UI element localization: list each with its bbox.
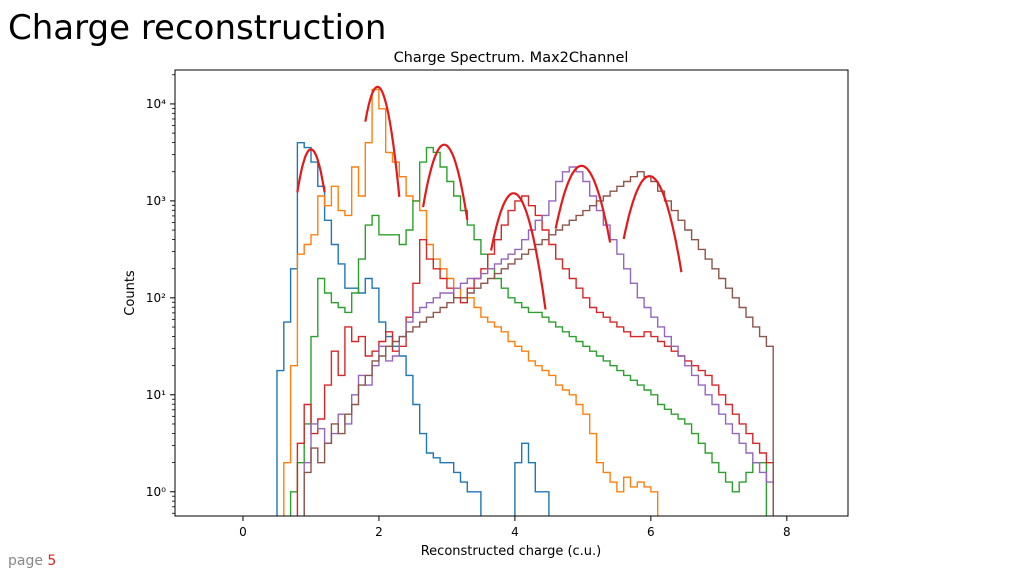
fit-curve-1 xyxy=(296,148,326,193)
fit-curve-3 xyxy=(422,143,469,220)
x-tick-label: 0 xyxy=(239,525,247,539)
histogram-series-4 xyxy=(296,195,774,516)
plot-area xyxy=(276,85,774,516)
x-tick-label: 8 xyxy=(783,525,791,539)
plot-frame xyxy=(174,69,849,517)
x-axis-label: Reconstructed charge (c.u.) xyxy=(421,544,602,559)
page-label: page xyxy=(8,553,43,569)
fit-curve-5 xyxy=(554,164,612,243)
y-tick-label: 10¹ xyxy=(146,388,166,402)
x-tick-label: 2 xyxy=(375,525,383,539)
x-tick-label: 4 xyxy=(511,525,519,539)
y-tick-label: 10⁴ xyxy=(146,97,166,111)
y-tick-label: 10² xyxy=(146,291,166,305)
y-tick-label: 10³ xyxy=(146,194,166,208)
y-axis-label: Counts xyxy=(123,270,138,316)
x-tick-label: 6 xyxy=(647,525,655,539)
chart-title: Charge Spectrum. Max2Channel xyxy=(394,50,629,66)
page-indicator: page 5 xyxy=(8,553,56,569)
page-number: 5 xyxy=(47,553,57,569)
fit-curve-6 xyxy=(622,174,683,273)
histogram-series-3 xyxy=(289,146,768,516)
x-axis: 0 2 4 6 8 xyxy=(239,516,791,539)
y-axis: 10⁰ 10¹ 10² 10³ 10⁴ xyxy=(146,74,175,514)
slide-title: Charge reconstruction xyxy=(8,8,387,48)
histogram-series-2 xyxy=(283,88,659,516)
y-tick-label: 10⁰ xyxy=(146,485,166,499)
histogram-series-1 xyxy=(276,142,550,516)
fit-curve-2 xyxy=(364,85,401,198)
fit-curve-4 xyxy=(490,192,547,310)
